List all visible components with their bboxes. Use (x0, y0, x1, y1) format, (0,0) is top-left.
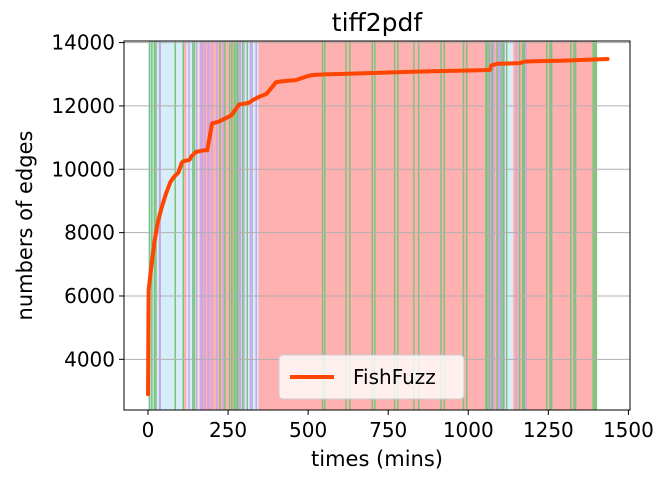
background-band (513, 41, 597, 410)
y-tick-label: 4000 (64, 347, 115, 371)
y-tick-label: 12000 (51, 94, 115, 118)
x-tick-label: 1500 (603, 418, 654, 442)
background-band (148, 41, 184, 410)
series-line-fishfuzz (146, 57, 610, 397)
x-tick-label: 250 (209, 418, 247, 442)
legend-label-fishfuzz: FishFuzz (353, 365, 436, 389)
legend-box (278, 354, 465, 400)
x-axis-ticks: 0 250 500 750 1000 1250 1500 (142, 410, 654, 442)
x-tick-label: 750 (369, 418, 407, 442)
x-tick-label: 1250 (523, 418, 574, 442)
y-tick-label: 10000 (51, 157, 115, 181)
x-tick-label: 1000 (443, 418, 494, 442)
background-band (183, 41, 187, 410)
y-axis-ticks: 4000 6000 8000 10000 12000 14000 (51, 31, 124, 371)
y-tick-label: 14000 (51, 31, 115, 55)
background-band (258, 41, 501, 410)
plot-frame (123, 40, 631, 411)
y-axis-label: numbers of edges (13, 131, 37, 321)
y-tick-label: 8000 (64, 221, 115, 245)
legend: FishFuzz (278, 354, 465, 400)
x-tick-label: 500 (289, 418, 327, 442)
series-layer (146, 57, 610, 397)
x-axis-label: times (mins) (311, 447, 443, 471)
chart-title: tiff2pdf (332, 8, 424, 37)
x-tick-label: 0 (142, 418, 155, 442)
event-lines (148, 41, 598, 410)
y-tick-label: 6000 (64, 284, 115, 308)
